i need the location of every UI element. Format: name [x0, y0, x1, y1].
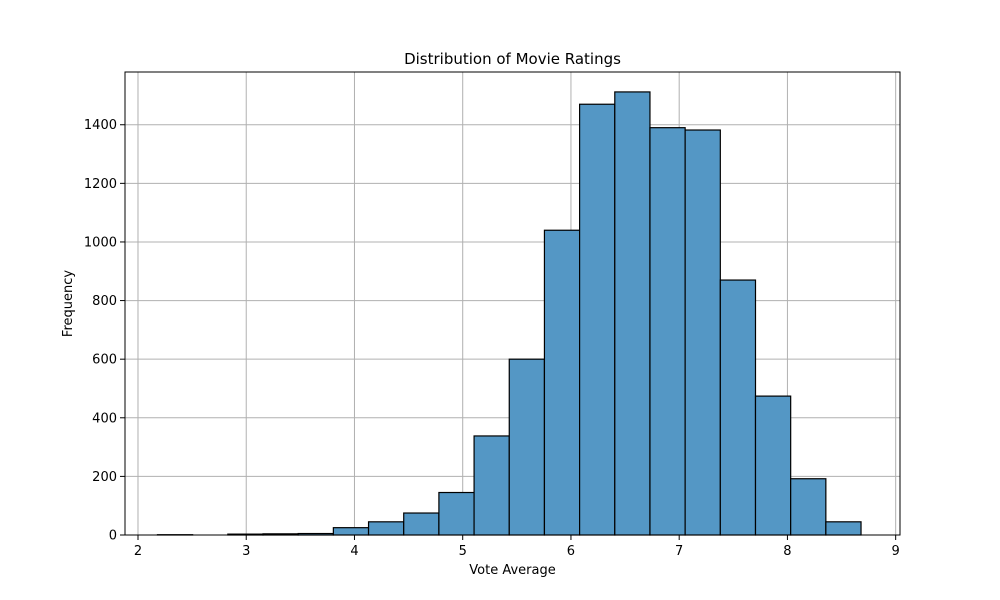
y-tick-label: 800 [92, 294, 117, 309]
histogram-bar [367, 521, 405, 536]
x-axis-ticks: 2 3 4 5 6 7 8 9 [134, 535, 900, 559]
y-tick-label: 1400 [84, 118, 117, 133]
y-tick-label: 0 [109, 529, 117, 544]
y-tick-label: 1200 [84, 177, 117, 192]
histogram-bar [754, 395, 792, 536]
x-tick-label: 6 [567, 544, 575, 559]
histogram-bar [825, 521, 862, 536]
x-tick-label: 3 [242, 544, 250, 559]
histogram-bar [438, 491, 475, 536]
plot-frame [124, 71, 901, 536]
x-axis-label: Vote Average [469, 563, 555, 578]
histogram-bar [790, 478, 827, 536]
histogram-bar [543, 229, 581, 536]
x-tick-label: 9 [892, 544, 900, 559]
x-tick-label: 5 [459, 544, 467, 559]
histogram-bar [684, 129, 721, 536]
y-tick-label: 400 [92, 411, 117, 426]
histogram-bar [719, 279, 757, 536]
y-tick-label: 1000 [84, 235, 117, 250]
histogram-bar [332, 527, 370, 536]
chart-title: Distribution of Movie Ratings [404, 50, 621, 68]
y-tick-label: 200 [92, 470, 117, 485]
x-tick-label: 8 [783, 544, 791, 559]
histogram-bars [156, 91, 862, 536]
histogram-bar [579, 103, 616, 536]
histogram-bar [649, 127, 686, 536]
x-tick-label: 4 [350, 544, 358, 559]
histogram-bar [614, 91, 651, 536]
y-axis-ticks: 0 200 400 600 800 1000 1200 1400 [84, 118, 125, 544]
histogram-bar [508, 358, 546, 536]
histogram-bar [403, 512, 440, 536]
y-tick-label: 600 [92, 353, 117, 368]
x-tick-label: 7 [675, 544, 683, 559]
y-axis-label: Frequency [61, 270, 76, 337]
histogram-bar [473, 435, 510, 536]
x-tick-label: 2 [134, 544, 142, 559]
